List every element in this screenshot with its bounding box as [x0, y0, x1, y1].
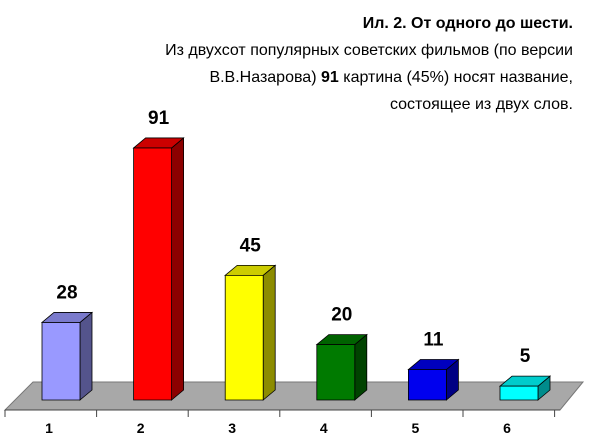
x-tick-label: 1: [45, 420, 53, 436]
bar: [498, 375, 552, 401]
bar-side: [79, 311, 93, 401]
bar-front: [133, 147, 173, 401]
bar-front: [499, 385, 539, 401]
x-tick-label: 2: [137, 420, 145, 436]
data-label: 5: [520, 346, 531, 367]
bar-front: [407, 369, 447, 401]
bar: [40, 311, 94, 401]
x-tick-label: 5: [412, 420, 420, 436]
subtitle-part: В.В.Назарова): [209, 69, 317, 86]
bar-side: [354, 333, 368, 401]
bar-front: [224, 274, 264, 401]
bar-front: [316, 344, 356, 401]
subtitle-part: состоящее из двух слов.: [389, 96, 573, 113]
data-label: 45: [240, 235, 262, 256]
data-label: 28: [56, 282, 77, 303]
bar-front: [41, 322, 81, 401]
data-label: 91: [148, 108, 170, 129]
x-tick-label: 3: [228, 420, 236, 436]
chart-heading: Ил. 2. От одного до шести. Из двухсот по…: [165, 10, 573, 118]
data-label: 20: [331, 305, 352, 326]
bar: [132, 137, 185, 401]
bar-side: [171, 137, 185, 401]
x-tick-label: 6: [503, 420, 511, 436]
bar: [224, 264, 277, 401]
bar-side: [262, 264, 276, 401]
x-tick-label: 4: [320, 420, 328, 436]
chart-title: Ил. 2. От одного до шести.: [362, 15, 573, 32]
subtitle-part: Из двухсот популярных советских фильмов …: [165, 42, 573, 59]
bar: [315, 333, 368, 401]
bar: [407, 358, 460, 401]
subtitle-part: 91: [320, 69, 339, 86]
subtitle-part: картина (45%) носят название,: [343, 69, 573, 86]
data-label: 11: [423, 330, 444, 351]
